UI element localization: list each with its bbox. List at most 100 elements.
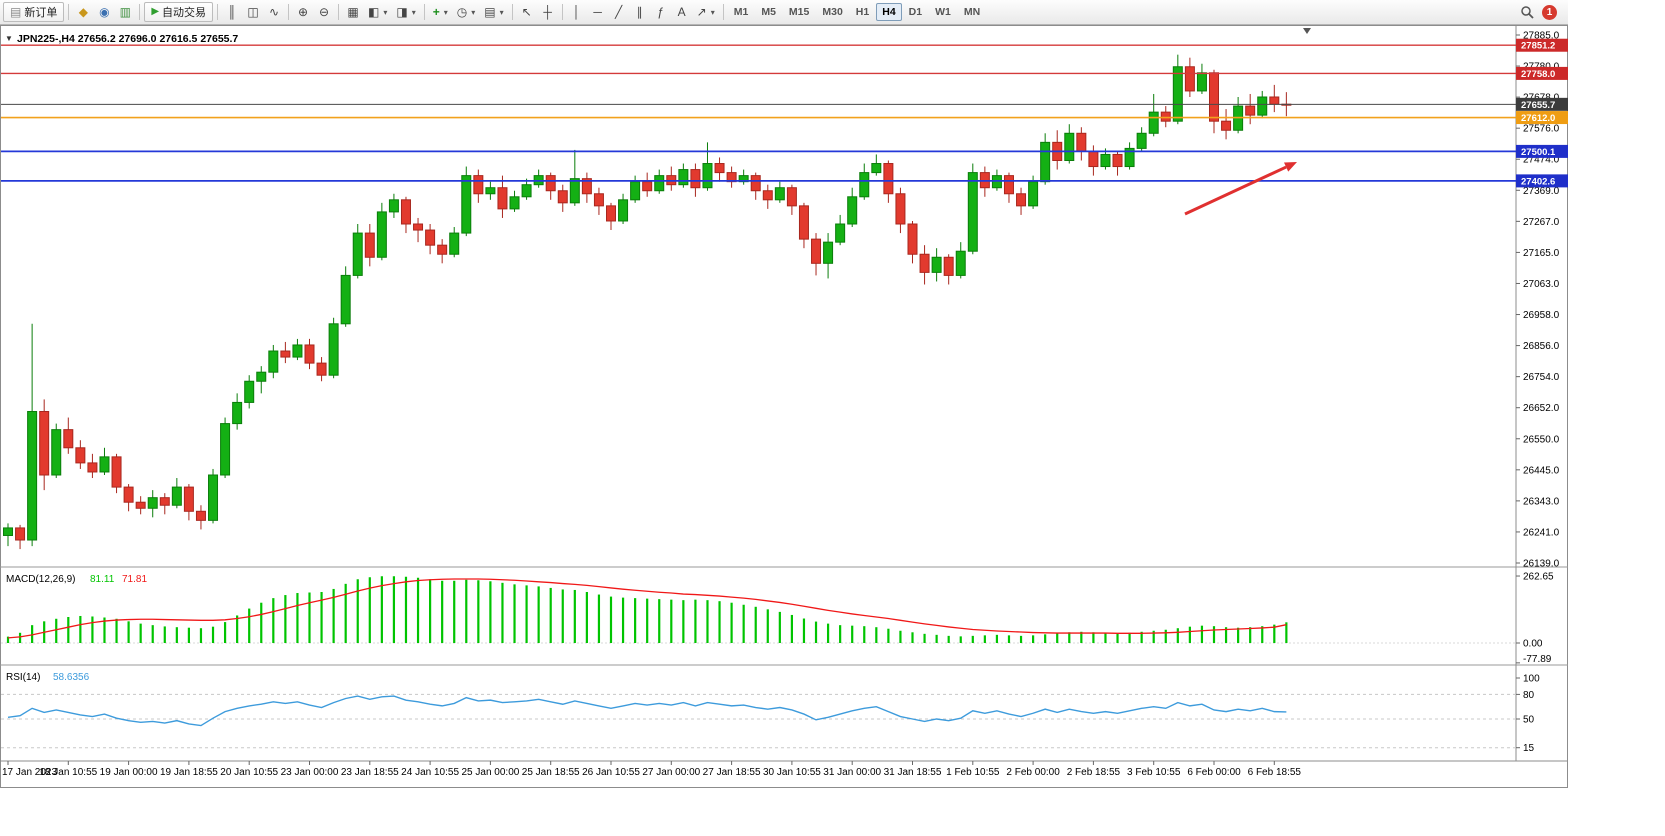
autotrade-button[interactable]: ▶ 自动交易 xyxy=(144,2,214,22)
toolbar-separator xyxy=(217,4,219,20)
svg-text:27612.0: 27612.0 xyxy=(1521,113,1555,124)
timeframe-button-h4[interactable]: H4 xyxy=(876,3,902,21)
timeframe-button-mn[interactable]: MN xyxy=(958,3,986,21)
new-order-button[interactable]: ▤ 新订单 xyxy=(3,2,65,22)
new-chart-button[interactable]: ◧ ▾ xyxy=(364,2,391,22)
timeframe-button-h1[interactable]: H1 xyxy=(850,3,875,21)
price-scale-label: 27576.0 xyxy=(1523,124,1560,135)
candle xyxy=(159,493,170,515)
equidistant-channel-button[interactable]: ∥ xyxy=(630,2,650,22)
candle xyxy=(823,233,834,279)
timeframe-button-m1[interactable]: M1 xyxy=(728,3,755,21)
text-label-button[interactable]: A xyxy=(672,2,692,22)
indicators-icon: + xyxy=(432,5,440,19)
tile-windows-button[interactable]: ▦ xyxy=(343,2,363,22)
candle xyxy=(232,393,243,430)
price-scale-label: 26652.0 xyxy=(1523,403,1560,414)
horizontal-line-button[interactable]: ─ xyxy=(588,2,608,22)
candle xyxy=(388,193,399,218)
price-scale-label: 26754.0 xyxy=(1523,372,1560,383)
terminal-button[interactable]: ▥ xyxy=(115,2,135,22)
price-scale-label: 27165.0 xyxy=(1523,248,1560,259)
candle xyxy=(220,417,231,479)
time-scale-label: 6 Feb 00:00 xyxy=(1187,767,1241,778)
timeframe-button-m15[interactable]: M15 xyxy=(783,3,815,21)
candle xyxy=(473,169,484,203)
trendline-button[interactable]: ╱ xyxy=(609,2,629,22)
candle xyxy=(304,338,315,370)
equidistant-channel-icon: ∥ xyxy=(636,5,643,19)
time-scale-label: 24 Jan 10:55 xyxy=(401,767,459,778)
candle xyxy=(497,175,508,218)
market-watch-icon: ◆ xyxy=(78,5,88,19)
candle xyxy=(75,440,86,469)
candlestick-chart-button[interactable]: ◫ xyxy=(243,2,263,22)
time-scale-label: 25 Jan 00:00 xyxy=(461,767,519,778)
line-chart-icon: ∿ xyxy=(269,5,280,19)
candle xyxy=(714,157,725,182)
candle xyxy=(1184,57,1195,97)
candle xyxy=(328,317,339,379)
candle xyxy=(413,217,424,243)
timeframe-button-m5[interactable]: M5 xyxy=(755,3,782,21)
candle xyxy=(1124,142,1135,170)
price-scale[interactable]: 27885.027780.027678.027576.027474.027369… xyxy=(1516,31,1568,570)
price-scale-label: 27474.0 xyxy=(1523,155,1560,166)
candle xyxy=(569,149,580,206)
periods-button[interactable]: ◷ ▾ xyxy=(453,2,480,22)
price-scale-label: 26958.0 xyxy=(1523,310,1560,321)
zoom-in-icon: ⊕ xyxy=(298,5,309,19)
navigator-button[interactable]: ◉ xyxy=(94,2,114,22)
candle xyxy=(1148,93,1159,137)
subwindow-collapse-icon[interactable]: ▼ xyxy=(5,34,13,43)
macd-panel[interactable]: MACD(12,26,9) 81.11 71.81 262.65 0.00 -77.89 xyxy=(1,572,1554,665)
rsi-value: 58.6356 xyxy=(53,672,90,683)
level-price-tag: 27612.0 xyxy=(1516,111,1568,125)
crosshair-button[interactable]: ┼ xyxy=(538,2,558,22)
zoom-out-icon: ⊖ xyxy=(319,5,330,19)
crosshair-icon: ┼ xyxy=(543,5,552,19)
candle xyxy=(955,242,966,279)
line-chart-button[interactable]: ∿ xyxy=(264,2,284,22)
profiles-button[interactable]: ◨ ▾ xyxy=(392,2,419,22)
main-chart-panel[interactable]: ▼ JPN225-,H4 27656.2 27696.0 27616.5 2765… xyxy=(1,28,1516,550)
trend-arrow-annotation[interactable] xyxy=(1184,162,1297,216)
fibonacci-button[interactable]: ƒ xyxy=(651,2,671,22)
candle xyxy=(15,524,26,550)
templates-icon: ▤ xyxy=(484,5,496,19)
candle xyxy=(835,214,846,246)
arrow-objects-button[interactable]: ↗ ▾ xyxy=(693,2,719,22)
market-watch-button[interactable]: ◆ xyxy=(73,2,93,22)
rsi-panel[interactable]: RSI(14) 58.6356 100 80 50 15 xyxy=(1,672,1540,754)
macd-value-signal: 71.81 xyxy=(122,574,147,585)
chart-area[interactable]: ▼ JPN225-,H4 27656.2 27696.0 27616.5 2765… xyxy=(0,25,1568,815)
candle xyxy=(340,266,351,327)
vertical-line-button[interactable]: │ xyxy=(567,2,587,22)
candle xyxy=(27,323,38,547)
price-scale-label: 26241.0 xyxy=(1523,527,1560,538)
notification-badge[interactable]: 1 xyxy=(1542,4,1557,20)
macd-signal-line xyxy=(7,578,1287,639)
periods-icon: ◷ xyxy=(456,5,468,19)
candle xyxy=(593,187,604,215)
candle xyxy=(1160,106,1171,128)
indicators-button[interactable]: + ▾ xyxy=(429,2,452,22)
new-chart-icon: ◧ xyxy=(368,5,380,19)
candle xyxy=(1172,54,1183,125)
timeframe-button-d1[interactable]: D1 xyxy=(903,3,928,21)
timeframe-button-m30[interactable]: M30 xyxy=(816,3,848,21)
time-scale-label: 19 Jan 00:00 xyxy=(100,767,158,778)
candle xyxy=(147,490,158,518)
zoom-out-button[interactable]: ⊖ xyxy=(314,2,334,22)
dropdown-caret-icon: ▾ xyxy=(411,7,416,17)
cursor-button[interactable]: ↖ xyxy=(517,2,537,22)
bar-chart-button[interactable]: ║ xyxy=(222,2,242,22)
templates-button[interactable]: ▤ ▾ xyxy=(480,2,507,22)
timeframe-button-w1[interactable]: W1 xyxy=(929,3,957,21)
search-button[interactable] xyxy=(1516,2,1538,22)
candle xyxy=(183,484,194,521)
chart-shift-marker[interactable] xyxy=(1303,28,1311,34)
cursor-icon: ↖ xyxy=(521,5,532,19)
zoom-in-button[interactable]: ⊕ xyxy=(293,2,313,22)
